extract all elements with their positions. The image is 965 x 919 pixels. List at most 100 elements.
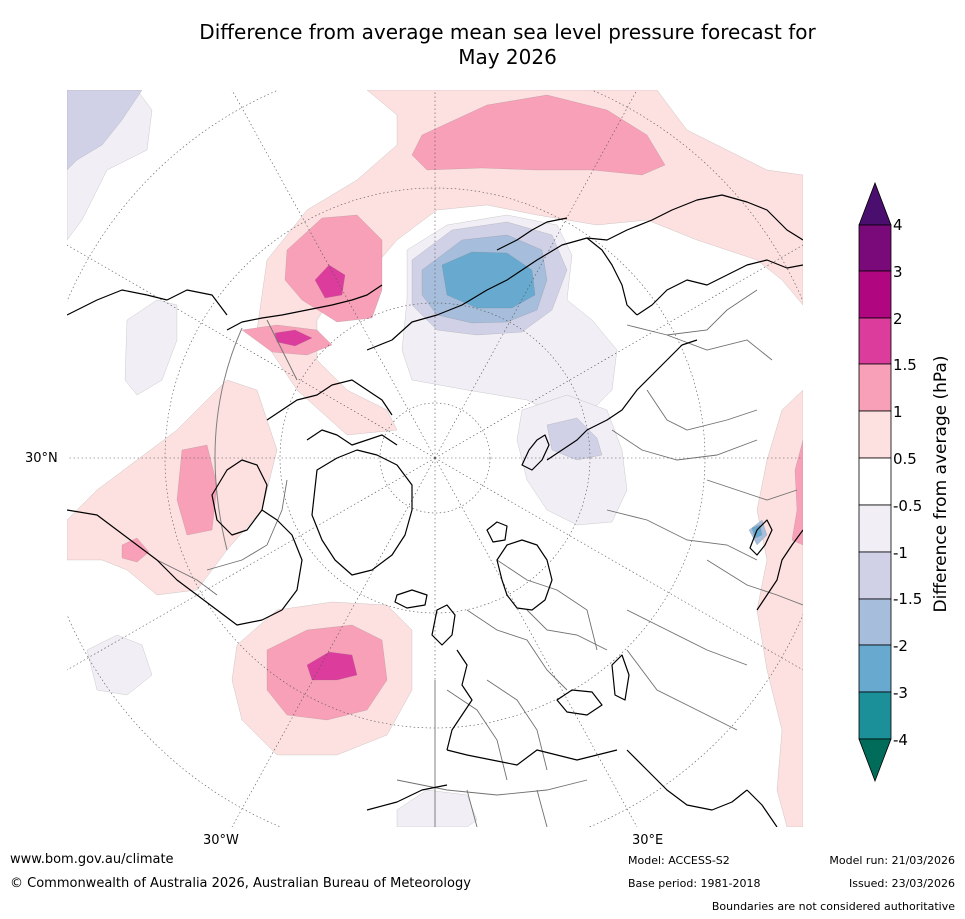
colorbar (850, 180, 920, 785)
border-africa-1 (396, 779, 588, 796)
neg-core-siberia (441, 251, 536, 309)
pos-core-west (314, 264, 346, 299)
colorbar-band-0.5-to-1 (858, 410, 892, 459)
border-alaska (266, 319, 298, 381)
pos-core-atlantic (306, 651, 358, 681)
coast-labrador (261, 509, 303, 611)
colorbar-tick-label: -0.5 (893, 496, 923, 515)
coastlines (67, 194, 803, 827)
border-russia-kazakhstan (611, 429, 758, 461)
colorbar-band-1.5-to-2 (858, 317, 892, 365)
colorbar-tick-label: 1 (893, 403, 903, 422)
colorbar-over-arrow (858, 181, 892, 226)
colorbar-tick-label: 0.5 (893, 450, 917, 468)
coast-japan (749, 519, 773, 556)
border-europe-3 (486, 679, 548, 771)
coast-kamchatka (586, 237, 638, 316)
country-borders (156, 289, 803, 827)
neg-area-asia (516, 394, 628, 526)
label-lon-30w: 30°W (203, 833, 239, 848)
pos-mid-north (411, 94, 666, 176)
colorbar-tick-label: -1 (893, 543, 908, 562)
graticule-lon-120e (434, 244, 803, 459)
colorbar-tick-label: 1.5 (893, 356, 917, 375)
graticule-lat-60 (279, 302, 591, 614)
coast-hudson-bay (211, 459, 268, 536)
footer-site: www.bom.gov.au/climate (10, 852, 174, 867)
coast-africa-north (366, 784, 448, 811)
neg-area-pacific-small (124, 299, 178, 396)
coast-us-east (67, 509, 283, 626)
colorbar-tick-label: -2 (893, 637, 908, 656)
pos-mid-east-pacific (176, 444, 218, 536)
coast-sea-okhotsk (636, 259, 803, 316)
border-iran (626, 609, 748, 666)
colorbar-title: Difference from average (hPa) (931, 355, 951, 613)
footer-copyright: © Commonwealth of Australia 2026, Austra… (10, 876, 471, 891)
neg-core-nw (67, 90, 143, 171)
coast-scandinavia (496, 539, 553, 611)
coast-canada-islands (306, 429, 398, 446)
border-africa-3 (536, 789, 548, 827)
border-china-india (706, 559, 803, 606)
pos-mid-east (791, 439, 803, 546)
coast-canada-arctic (266, 379, 393, 421)
title-line-2: May 2026 (458, 45, 557, 69)
coast-alaska-west (166, 289, 228, 316)
colorbar-tick-label: 3 (893, 262, 903, 281)
colorbar-band-m1-to-m1.5 (858, 551, 892, 600)
coast-europe-west (446, 649, 473, 751)
coast-novaya-zemlya (521, 434, 550, 471)
colorbar-band-m0.5-to-m1 (858, 504, 892, 553)
coast-india (746, 789, 778, 827)
border-asia-inner (646, 389, 758, 431)
graticule-lat-40 (164, 187, 706, 729)
coast-mediterranean (446, 749, 618, 766)
border-africa-2 (466, 789, 478, 827)
colorbar-band-m3-to-m4 (858, 691, 892, 740)
coast-alaska-north (226, 284, 383, 331)
coast-arabia (626, 749, 748, 811)
colorbar-tick-label: 4 (893, 216, 903, 234)
colorbar-band-2-to-3 (858, 270, 892, 319)
coast-iceland (394, 589, 428, 609)
colorbar-band-3-to-4 (858, 224, 892, 272)
meridian-west-arc (214, 327, 243, 551)
border-kazakhstan-south (606, 509, 758, 561)
label-lat-30n: 30°N (25, 451, 58, 466)
colorbar-tick-label: -4 (893, 730, 908, 749)
colorbar-tick-label: -1.5 (893, 590, 923, 609)
coast-china-east (756, 529, 803, 611)
border-europe-4 (446, 689, 508, 781)
colorbar-band-1-to-1.5 (858, 363, 892, 412)
graticule-lon-120w (67, 244, 436, 459)
graticule-lon-60w (67, 457, 436, 671)
border-europe-1 (496, 559, 598, 651)
coast-russia-arctic (546, 339, 698, 461)
label-lon-30e: 30°E (632, 833, 664, 848)
neg-core-asia (546, 417, 603, 461)
coast-caspian (611, 654, 630, 701)
footer-model: Model: ACCESS-S2 (628, 854, 730, 867)
map-title: Difference from average mean sea level p… (0, 20, 965, 70)
footer-model-run: Model run: 21/03/2026 (829, 854, 955, 867)
footer-base-period: Base period: 1981-2018 (628, 877, 761, 890)
graticule-lon-60e (434, 457, 803, 671)
colorbar-band-m1.5-to-m2 (858, 598, 892, 646)
map-panel (67, 90, 803, 827)
colorbar-band-neutral (858, 457, 892, 506)
neg-area-atlantic-west (86, 634, 153, 696)
coast-svalbard (486, 521, 508, 543)
coast-chukotka (496, 217, 568, 251)
colorbar-tick-label: -3 (893, 684, 908, 702)
border-russia-china (666, 289, 758, 336)
coast-greenland (311, 449, 413, 576)
map-svg (67, 90, 803, 827)
neg-area-south (396, 789, 478, 827)
coast-uk (431, 604, 456, 646)
graticule (67, 90, 803, 827)
border-europe-2 (466, 609, 568, 691)
border-asia-inner-2 (706, 479, 798, 501)
colorbar-band-m2-to-m3 (858, 644, 892, 693)
coast-aleutians (67, 289, 168, 316)
